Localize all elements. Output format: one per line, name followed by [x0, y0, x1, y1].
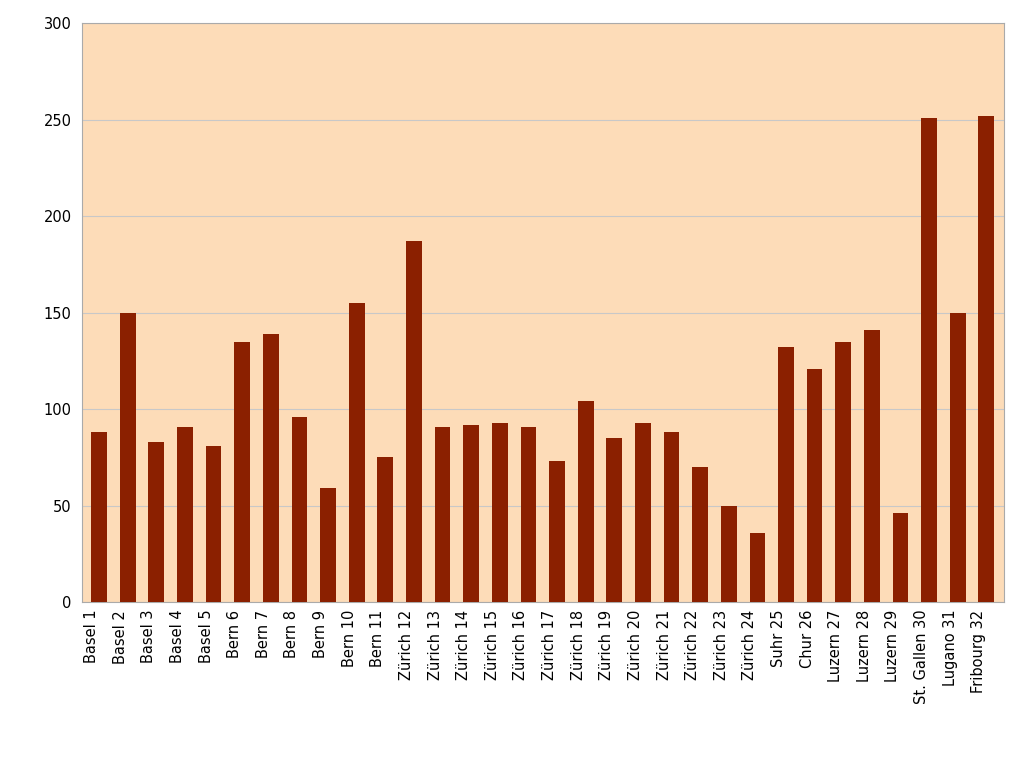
Bar [864, 330, 880, 602]
Bar [950, 313, 966, 602]
Bar [321, 489, 336, 602]
Bar [463, 425, 479, 602]
Bar [606, 438, 623, 602]
Bar [434, 426, 451, 602]
Bar [492, 423, 508, 602]
Bar [922, 117, 937, 602]
Bar [378, 457, 393, 602]
Bar [177, 426, 193, 602]
Bar [778, 347, 794, 602]
Bar [979, 116, 994, 602]
Bar [91, 432, 106, 602]
Bar [234, 341, 250, 602]
Bar [120, 313, 135, 602]
Bar [807, 368, 822, 602]
Bar [292, 417, 307, 602]
Bar [664, 432, 679, 602]
Bar [635, 423, 651, 602]
Bar [520, 426, 537, 602]
Bar [349, 303, 365, 602]
Bar [578, 401, 594, 602]
Bar [750, 533, 765, 602]
Bar [836, 341, 851, 602]
Bar [721, 506, 736, 602]
Bar [549, 461, 565, 602]
Bar [148, 442, 164, 602]
Bar [893, 513, 908, 602]
Bar [206, 446, 221, 602]
Bar [692, 467, 708, 602]
Bar [263, 334, 279, 602]
Bar [407, 241, 422, 602]
